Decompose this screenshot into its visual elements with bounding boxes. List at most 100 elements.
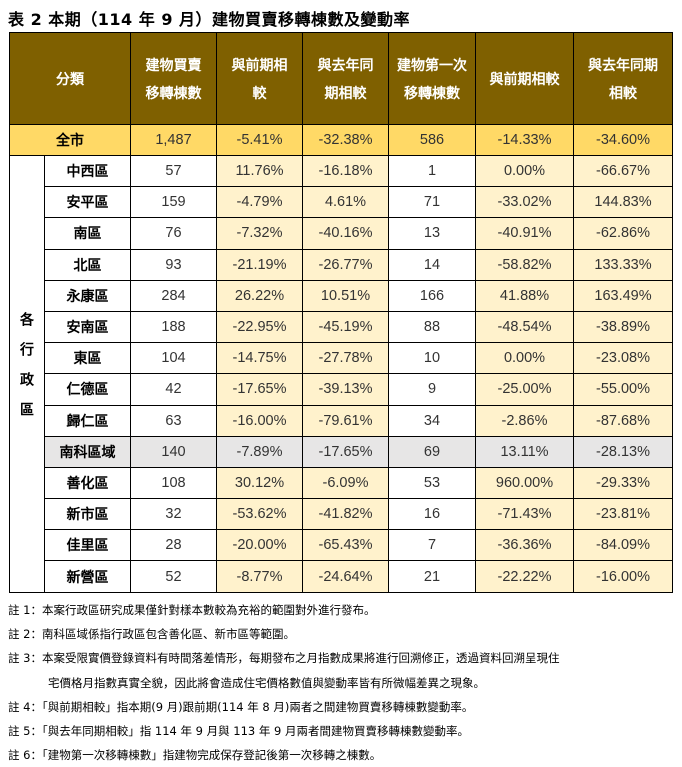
table-cell: -17.65% (302, 435, 389, 468)
table-cell: 63 (130, 404, 217, 437)
table-cell: 10.51% (302, 279, 389, 312)
table-cell: 10 (388, 342, 476, 375)
transfer-table: 分類 建物買賣移轉棟數 與前期相較 與去年同期相較 建物第一次移轉棟數 與前期相較 與去年同… (9, 32, 673, 593)
table-cell: 42 (130, 373, 217, 406)
table-cell: -33.02% (475, 186, 574, 219)
table-cell: -40.16% (302, 217, 389, 250)
district-name: 新營區 (44, 560, 131, 593)
table-cell: 1,487 (130, 124, 217, 156)
district-name: 佳里區 (44, 529, 131, 562)
table-cell: -87.68% (573, 404, 673, 437)
table-cell: 53 (388, 466, 476, 500)
table-cell: -22.22% (475, 560, 574, 593)
table-cell: -14.33% (475, 124, 574, 156)
district-name: 全市 (9, 124, 131, 156)
table-cell: 41.88% (475, 279, 574, 312)
table-row: 仁德區 42 -17.65% -39.13% 9 -25.00% -55.00% (10, 373, 673, 406)
table-title: 表 2 本期（114 年 9 月）建物買賣移轉棟數及變動率 (8, 10, 411, 29)
note: 宅價格月指數真實全貌，因此將會造成住宅價格數值與變動率皆有所微幅差異之現象。 (48, 675, 485, 690)
district-name: 永康區 (44, 279, 131, 312)
table-cell: -48.54% (475, 310, 574, 344)
table-cell: 108 (130, 466, 217, 500)
table-cell: -29.33% (573, 466, 673, 500)
table-cell: 34 (388, 404, 476, 437)
table-cell: 144.83% (573, 186, 673, 219)
table-cell: -17.65% (216, 373, 303, 406)
table-cell: 7 (388, 529, 476, 562)
table-cell: 13 (388, 217, 476, 250)
table-cell: 133.33% (573, 248, 673, 281)
table-cell: -62.86% (573, 217, 673, 250)
table-cell: -55.00% (573, 373, 673, 406)
column-header: 與去年同期相較 (302, 32, 389, 125)
note: 註 6：「建物第一次移轉棟數」指建物完成保存登記後第一次移轉之棟數。 (8, 748, 382, 763)
header-row: 分類 建物買賣移轉棟數 與前期相較 與去年同期相較 建物第一次移轉棟數 與前期相較 與去年同… (9, 32, 673, 125)
table-cell: -39.13% (302, 373, 389, 406)
table-cell: 1 (388, 154, 476, 188)
table-cell: -26.77% (302, 248, 389, 281)
table-cell: 21 (388, 560, 476, 593)
table-cell: -7.32% (216, 217, 303, 250)
district-name: 北區 (44, 248, 131, 281)
table-cell: -32.38% (302, 124, 389, 156)
table-cell: -28.13% (573, 435, 673, 468)
table-cell: 0.00% (475, 342, 574, 375)
table-cell: 13.11% (475, 435, 574, 468)
table-cell: -34.60% (573, 124, 673, 156)
table-cell: 284 (130, 279, 217, 312)
column-header: 與前期相較 (216, 32, 303, 125)
table-cell: 76 (130, 217, 217, 250)
group-label: 各行政區 (19, 311, 35, 432)
table-cell: -24.64% (302, 560, 389, 593)
table-cell: 163.49% (573, 279, 673, 312)
table-cell: -16.18% (302, 154, 389, 188)
table-cell: -53.62% (216, 498, 303, 531)
table-cell: -5.41% (216, 124, 303, 156)
table-cell: -20.00% (216, 529, 303, 562)
table-cell: 104 (130, 342, 217, 375)
table-row: 南區 76 -7.32% -40.16% 13 -40.91% -62.86% (10, 217, 673, 250)
table-cell: -23.81% (573, 498, 673, 531)
column-header: 建物第一次移轉棟數 (388, 32, 476, 125)
table-cell: 71 (388, 186, 476, 219)
table-cell: -2.86% (475, 404, 574, 437)
table-cell: -27.78% (302, 342, 389, 375)
table-row: 新市區 32 -53.62% -41.82% 16 -71.43% -23.81% (10, 498, 673, 531)
table-row: 東區 104 -14.75% -27.78% 10 0.00% -23.08% (10, 342, 673, 375)
table-cell: -7.89% (216, 435, 303, 468)
column-header: 建物買賣移轉棟數 (130, 32, 217, 125)
table-row: 全市 1,487 -5.41% -32.38% 586 -14.33% -34.60% (9, 124, 673, 156)
table-row: 安平區 159 -4.79% 4.61% 71 -33.02% 144.83% (10, 186, 673, 219)
table-cell: -79.61% (302, 404, 389, 437)
table-cell: -36.36% (475, 529, 574, 562)
table-cell: 14 (388, 248, 476, 281)
table-cell: -23.08% (573, 342, 673, 375)
notes: 註 1：本案行政區研究成果僅針對樣本數較為充裕的範圍對外進行發布。註 2：南科區… (8, 598, 559, 767)
table-cell: -8.77% (216, 560, 303, 593)
district-name: 安南區 (44, 310, 131, 344)
table-cell: -45.19% (302, 310, 389, 344)
table-cell: -38.89% (573, 310, 673, 344)
table-cell: 16 (388, 498, 476, 531)
table-row: 北區 93 -21.19% -26.77% 14 -58.82% 133.33% (10, 248, 673, 281)
district-name: 南科區域 (44, 435, 131, 468)
table-cell: -16.00% (216, 404, 303, 437)
table-cell: -22.95% (216, 310, 303, 344)
table-row: 各行政區 中西區 57 11.76% -16.18% 1 0.00% -66.67% (9, 154, 673, 593)
table-cell: 166 (388, 279, 476, 312)
table-cell: 57 (130, 154, 217, 188)
note: 註 4：「與前期相較」指本期(9 月)跟前期(114 年 8 月)兩者之間建物買… (8, 699, 474, 714)
table-cell: 11.76% (216, 154, 303, 188)
table-cell: 88 (388, 310, 476, 344)
table-row: 南科區域 140 -7.89% -17.65% 69 13.11% -28.13% (10, 435, 673, 468)
table-cell: -21.19% (216, 248, 303, 281)
district-name: 善化區 (44, 466, 131, 500)
table-cell: 93 (130, 248, 217, 281)
table-cell: 69 (388, 435, 476, 468)
district-name: 南區 (44, 217, 131, 250)
table-cell: -71.43% (475, 498, 574, 531)
table-cell: 960.00% (475, 466, 574, 500)
table-cell: 28 (130, 529, 217, 562)
district-name: 東區 (44, 342, 131, 375)
table-cell: 4.61% (302, 186, 389, 219)
